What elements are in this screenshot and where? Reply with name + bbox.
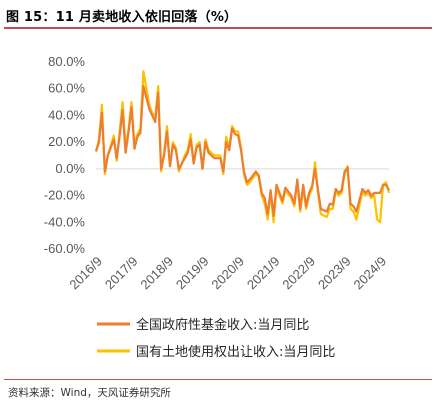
y-axis: 80.0% 60.0% 40.0% 20.0% 0.0% -20.0% -40.0% -60.… <box>44 54 86 256</box>
legend-label-series-1: 全国政府性基金收入:当月同比 <box>136 317 309 333</box>
x-tick-label: 2023/9 <box>315 254 354 293</box>
x-axis: 2016/92017/92018/92019/92020/92021/92022… <box>66 168 389 293</box>
series-line-1 <box>94 84 390 217</box>
legend-label-series-2: 国有土地使用权出让收入:当月同比 <box>136 344 335 360</box>
x-tick-label: 2024/9 <box>350 254 389 293</box>
y-tick-label: 60.0% <box>48 81 85 96</box>
x-tick-label: 2019/9 <box>173 254 212 293</box>
y-tick-label: -40.0% <box>44 214 86 229</box>
legend: 全国政府性基金收入:当月同比 国有土地使用权出让收入:当月同比 <box>97 317 335 360</box>
figure-title: 图 15：11 月卖地收入依旧回落（%） <box>6 10 238 25</box>
y-tick-label: -20.0% <box>44 188 86 203</box>
title-divider <box>4 27 432 29</box>
source-note: 资料来源：Wind，天风证券研究所 <box>8 387 171 399</box>
series-line-2 <box>94 70 391 224</box>
x-tick-label: 2017/9 <box>102 254 141 293</box>
series-layer <box>94 70 391 224</box>
x-tick-label: 2016/9 <box>66 254 105 293</box>
y-tick-label: 20.0% <box>48 134 85 149</box>
y-tick-label: 0.0% <box>55 161 85 176</box>
x-tick-label: 2021/9 <box>244 254 283 293</box>
x-tick-label: 2018/9 <box>137 254 176 293</box>
y-tick-label: 40.0% <box>48 107 85 122</box>
footer-divider <box>4 379 432 380</box>
x-tick-label: 2022/9 <box>279 254 318 293</box>
x-tick-label: 2020/9 <box>208 254 247 293</box>
y-tick-label: 80.0% <box>48 54 85 69</box>
y-tick-label: -60.0% <box>44 241 86 256</box>
